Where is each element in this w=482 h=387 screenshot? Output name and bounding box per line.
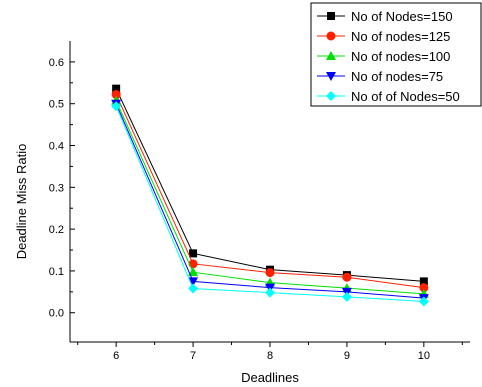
x-axis-title: Deadlines <box>241 370 299 385</box>
legend-box <box>310 2 482 107</box>
legend-item: No of nodes=125 <box>317 29 450 44</box>
legend-label: No of nodes=125 <box>351 29 450 44</box>
y-tick-label: 0.5 <box>49 99 64 111</box>
data-point <box>341 291 352 302</box>
data-point <box>188 283 199 294</box>
data-point <box>418 296 429 307</box>
legend-marker <box>326 31 336 41</box>
y-axis-title: Deadline Miss Ratio <box>14 144 29 260</box>
data-point <box>189 249 198 258</box>
series-line <box>115 100 424 295</box>
legend-marker <box>326 72 336 81</box>
data-point <box>419 283 429 293</box>
legend-label: No of of Nodes=50 <box>351 89 460 104</box>
x-tick-label: 10 <box>418 350 430 362</box>
y-tick-label: 0.6 <box>49 57 64 69</box>
data-point <box>111 90 121 100</box>
legend-marker <box>326 91 336 101</box>
legend-marker <box>327 12 335 20</box>
y-tick-label: 0.1 <box>49 266 64 278</box>
series-5 <box>111 101 429 307</box>
data-point <box>188 259 198 269</box>
data-point <box>419 277 428 286</box>
series-1 <box>112 84 428 286</box>
data-point <box>188 267 199 277</box>
y-tick-label: 0.4 <box>49 141 64 153</box>
legend-item: No of Nodes=150 <box>317 9 453 24</box>
data-point <box>265 268 275 278</box>
data-point <box>342 272 352 282</box>
x-tick-label: 8 <box>267 350 273 362</box>
series-line <box>115 94 424 289</box>
legend-item: No of of Nodes=50 <box>317 89 460 104</box>
series-layer <box>111 84 429 307</box>
y-tick-label: 0.2 <box>49 224 64 236</box>
x-tick-label: 6 <box>113 350 119 362</box>
series-2 <box>111 90 429 293</box>
legend-label: No of nodes=75 <box>351 69 443 84</box>
legend-item: No of nodes=75 <box>317 69 443 84</box>
x-tick-label: 9 <box>344 350 350 362</box>
data-point <box>112 84 121 93</box>
x-tick-label: 7 <box>190 350 196 362</box>
legend-marker <box>326 51 336 60</box>
legend-item: No of nodes=100 <box>317 49 450 64</box>
legend: No of Nodes=150 No of nodes=125 No of node… <box>310 2 482 107</box>
legend-label: No of Nodes=150 <box>351 9 453 24</box>
y-tick-label: 0.3 <box>49 182 64 194</box>
axes: 0.0 0.1 0.2 0.3 0.4 0.5 0.6 6 7 8 9 10 <box>49 41 470 362</box>
data-point <box>188 277 199 287</box>
data-point <box>265 287 275 298</box>
data-point <box>111 101 122 112</box>
series-line <box>115 88 424 282</box>
legend-label: No of nodes=100 <box>351 49 450 64</box>
y-tick-label: 0.0 <box>49 308 64 320</box>
